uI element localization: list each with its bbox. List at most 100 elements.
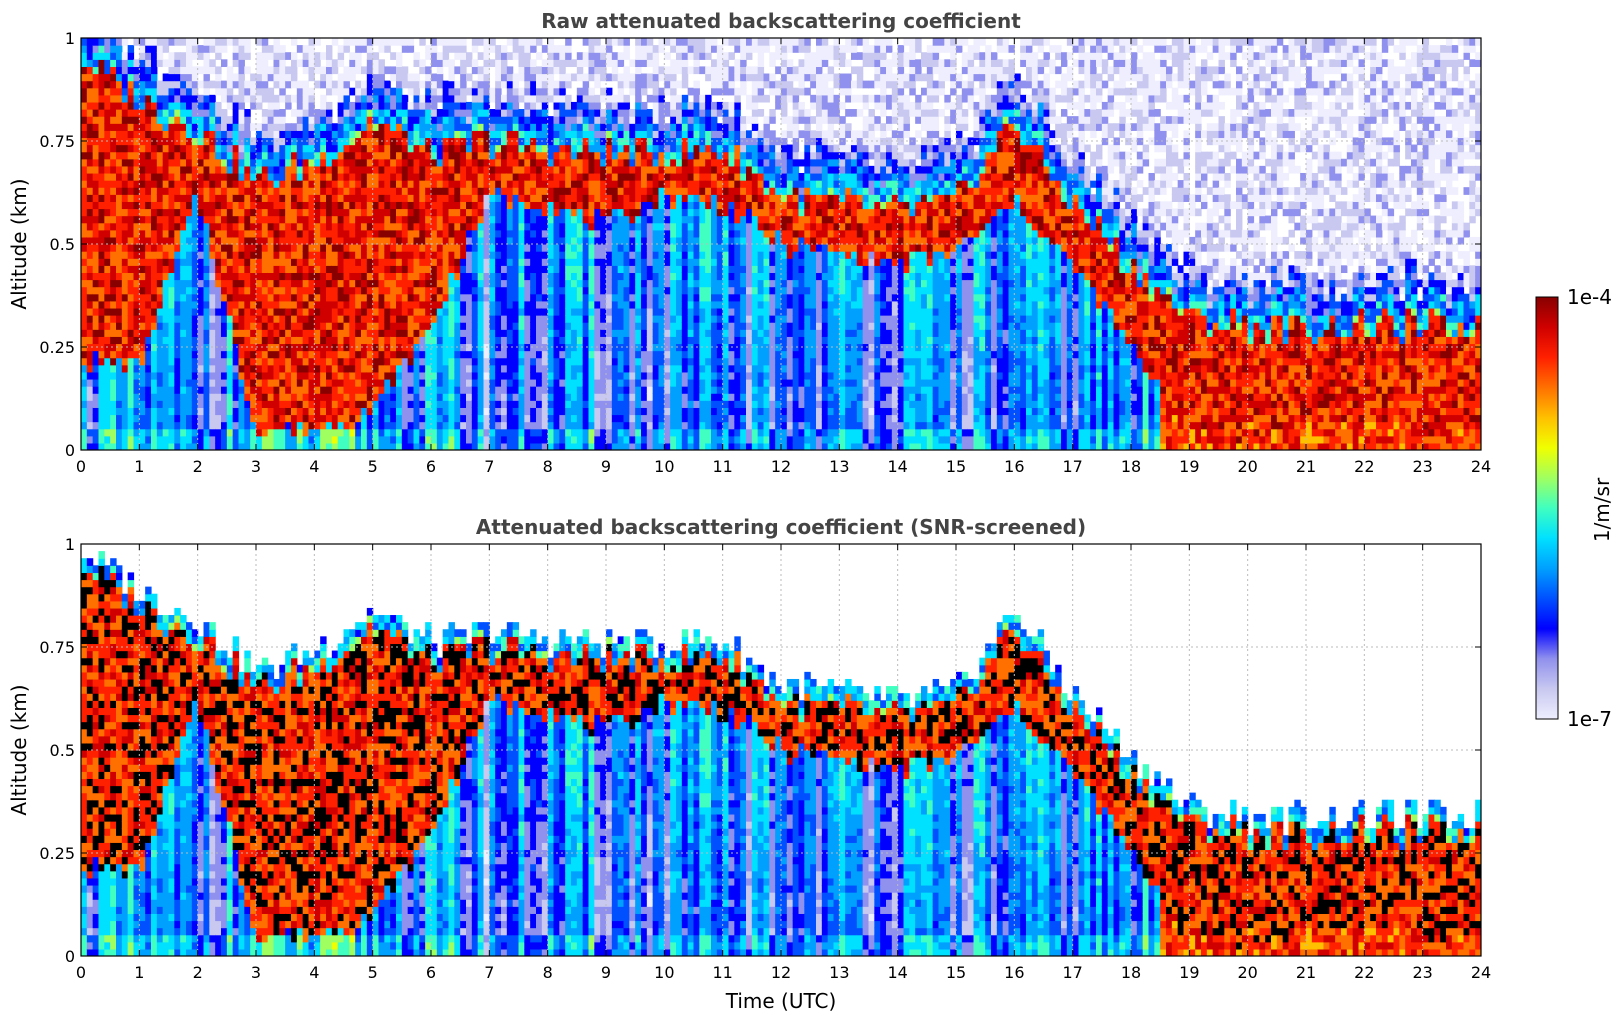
heatmap-cell	[279, 329, 286, 337]
heatmap-cell	[98, 187, 105, 195]
heatmap-cell	[186, 322, 193, 330]
heatmap-cell	[571, 307, 578, 316]
heatmap-cell	[349, 187, 356, 195]
heatmap-cell	[419, 442, 426, 450]
heatmap-cell	[401, 251, 409, 259]
heatmap-cell	[401, 215, 409, 224]
heatmap-cell	[203, 442, 210, 450]
heatmap-cell	[197, 393, 205, 401]
heatmap-cell	[221, 236, 228, 245]
heatmap-cell	[512, 172, 520, 181]
heatmap-cell	[506, 137, 514, 146]
heatmap-cell	[466, 279, 473, 288]
heatmap-cell	[279, 52, 286, 60]
heatmap-cell	[559, 116, 566, 124]
heatmap-cell	[378, 158, 385, 167]
heatmap-cell	[594, 279, 601, 288]
heatmap-cell	[320, 279, 327, 288]
heatmap-cell	[582, 315, 590, 323]
heatmap-cell	[215, 251, 222, 259]
heatmap-cell	[302, 151, 310, 160]
heatmap-cell	[238, 222, 245, 231]
heatmap-cell	[261, 73, 269, 82]
heatmap-cell	[238, 109, 245, 117]
heatmap-cell	[279, 45, 286, 53]
heatmap-cell	[378, 251, 385, 259]
heatmap-cell	[326, 293, 333, 302]
heatmap-cell	[256, 407, 263, 416]
heatmap-cell	[337, 279, 345, 288]
heatmap-cell	[454, 378, 461, 387]
heatmap-cell	[518, 251, 525, 259]
heatmap-cell	[121, 80, 129, 89]
heatmap-cell	[261, 208, 269, 217]
heatmap-cell	[180, 407, 187, 416]
heatmap-cell	[553, 244, 560, 252]
heatmap-cell	[436, 251, 444, 259]
heatmap-cell	[261, 187, 269, 195]
heatmap-cell	[372, 101, 380, 110]
heatmap-cell	[349, 222, 356, 231]
heatmap-cell	[366, 80, 374, 89]
heatmap-cell	[203, 66, 210, 75]
heatmap-cell	[86, 94, 94, 103]
heatmap-cell	[442, 123, 450, 131]
heatmap-cell	[331, 215, 339, 224]
heatmap-cell	[162, 286, 170, 295]
heatmap-cell	[156, 286, 164, 295]
heatmap-cell	[419, 80, 426, 89]
heatmap-cell	[501, 329, 508, 337]
heatmap-cell	[104, 180, 111, 188]
heatmap-cell	[81, 414, 88, 423]
heatmap-cell	[186, 94, 193, 103]
heatmap-cell	[431, 336, 438, 345]
heatmap-cell	[244, 293, 251, 302]
heatmap-cell	[296, 94, 304, 103]
heatmap-cell	[98, 244, 105, 252]
heatmap-cell	[442, 38, 450, 46]
heatmap-cell	[337, 215, 345, 224]
heatmap-cell	[547, 435, 555, 444]
heatmap-cell	[390, 279, 397, 288]
heatmap-cell	[337, 180, 345, 188]
heatmap-cell	[594, 222, 601, 231]
heatmap-cell	[343, 300, 350, 309]
heatmap-cell	[104, 414, 111, 423]
heatmap-cell	[372, 158, 380, 167]
heatmap-cell	[244, 38, 251, 46]
heatmap-cell	[471, 265, 479, 274]
heatmap-cell	[518, 279, 525, 288]
heatmap-cell	[314, 329, 321, 337]
heatmap-cell	[512, 343, 520, 352]
heatmap-cell	[104, 144, 111, 153]
heatmap-cell	[121, 322, 129, 330]
heatmap-cell	[425, 272, 432, 281]
heatmap-cell	[396, 322, 403, 330]
heatmap-cell	[203, 336, 210, 345]
heatmap-cell	[495, 279, 502, 288]
heatmap-cell	[326, 194, 333, 202]
heatmap-cell	[489, 378, 496, 387]
heatmap-cell	[104, 421, 111, 430]
heatmap-cell	[267, 414, 275, 423]
heatmap-cell	[232, 364, 240, 373]
heatmap-cell	[483, 45, 490, 53]
heatmap-cell	[431, 130, 438, 139]
heatmap-cell	[104, 116, 111, 124]
heatmap-cell	[191, 222, 199, 231]
heatmap-cell	[296, 322, 304, 330]
heatmap-cell	[396, 329, 403, 337]
heatmap-cell	[501, 52, 508, 60]
heatmap-cell	[296, 371, 304, 380]
heatmap-cell	[331, 265, 339, 274]
heatmap-cell	[396, 222, 403, 231]
heatmap-cell	[121, 180, 129, 188]
heatmap-cell	[425, 258, 432, 266]
heatmap-cell	[565, 80, 572, 89]
heatmap-cell	[559, 158, 566, 167]
heatmap-cell	[361, 158, 368, 167]
heatmap-cell	[331, 421, 339, 430]
heatmap-cell	[343, 66, 350, 75]
heatmap-cell	[466, 364, 473, 373]
heatmap-cell	[267, 144, 275, 153]
